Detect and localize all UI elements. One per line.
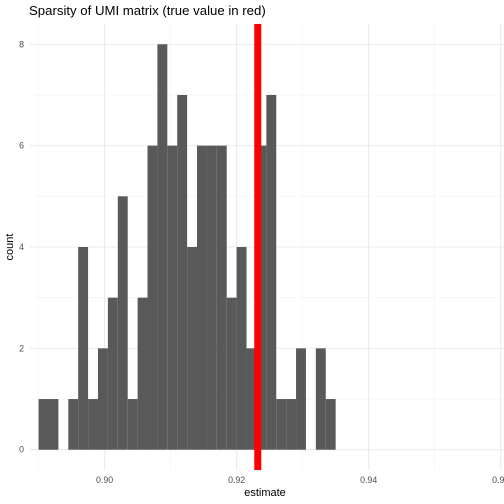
histogram-bar: [157, 44, 168, 450]
histogram-bar: [88, 399, 98, 450]
y-axis-ticks: 0 2 4 6 8: [19, 39, 24, 454]
histogram-bar: [246, 348, 257, 450]
histogram-bar: [177, 94, 188, 450]
histogram-bar: [197, 145, 207, 450]
histogram-bar: [206, 145, 217, 450]
histogram-bar: [315, 348, 326, 450]
histogram-bar: [78, 247, 89, 450]
y-tick-label: 8: [19, 39, 24, 49]
histogram-bar: [266, 94, 277, 450]
histogram-bar: [117, 196, 128, 450]
histogram-bar: [147, 145, 158, 450]
y-tick-label: 6: [19, 141, 24, 151]
x-axis-title: estimate: [244, 487, 286, 499]
histogram-bar: [97, 348, 108, 450]
histogram-bar: [226, 297, 237, 450]
chart-title: Sparsity of UMI matrix (true value in re…: [29, 3, 266, 18]
histogram-bar: [167, 145, 178, 450]
histogram-bar: [48, 399, 59, 450]
histogram-bar: [236, 247, 247, 450]
histogram-bar: [216, 145, 227, 450]
histogram-bar: [137, 297, 148, 450]
histogram-bar: [296, 348, 306, 450]
histogram-bar: [107, 297, 118, 450]
histogram-bar: [256, 145, 267, 450]
y-axis-title: count: [4, 234, 16, 261]
histogram-bars: [38, 44, 336, 450]
x-tick-label: 0.94: [360, 475, 377, 485]
y-tick-label: 2: [19, 343, 24, 353]
x-tick-label: 0.96: [492, 475, 504, 485]
histogram-bar: [127, 399, 138, 450]
histogram-bar: [68, 399, 79, 450]
y-tick-label: 4: [19, 242, 24, 252]
histogram-bar: [38, 399, 49, 450]
x-tick-label: 0.90: [96, 475, 113, 485]
histogram-bar: [286, 399, 297, 450]
histogram-bar: [276, 399, 287, 450]
x-tick-label: 0.92: [228, 475, 245, 485]
x-axis-ticks: 0.90 0.92 0.94 0.96: [96, 475, 504, 485]
histogram-bar: [325, 399, 336, 450]
y-tick-label: 0: [19, 445, 24, 455]
histogram-bar: [187, 247, 198, 450]
